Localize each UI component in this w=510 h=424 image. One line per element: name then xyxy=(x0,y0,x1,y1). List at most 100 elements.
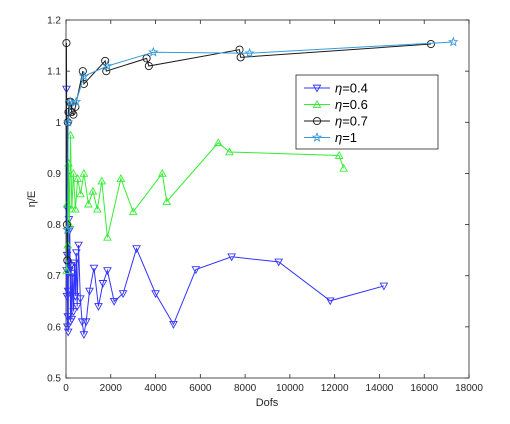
data-point xyxy=(116,174,126,182)
data-point xyxy=(109,297,119,306)
data-point xyxy=(448,36,459,47)
x-tick-label: 10000 xyxy=(276,383,304,394)
data-point xyxy=(325,297,335,306)
data-point xyxy=(169,320,178,329)
data-point xyxy=(162,197,172,205)
data-point xyxy=(69,110,78,119)
data-point xyxy=(132,245,141,254)
data-point xyxy=(102,60,113,71)
data-point xyxy=(92,204,102,213)
data-point xyxy=(76,189,85,198)
data-point xyxy=(191,266,201,275)
legend-label: η=0.7 xyxy=(335,114,368,129)
series-1 xyxy=(62,130,348,274)
y-tick-label: 1.2 xyxy=(47,16,61,27)
data-point xyxy=(379,282,389,291)
legend-marker xyxy=(312,84,322,93)
axes: 0 2000 4000 6000 8000 10000 12000 14000 16000 180… xyxy=(47,16,483,395)
data-point xyxy=(98,280,108,288)
legend-marker xyxy=(311,132,323,142)
legend-label-value: =0.6 xyxy=(342,97,368,112)
data-point xyxy=(148,46,159,57)
data-point xyxy=(102,67,111,76)
data-point xyxy=(70,259,79,268)
data-point xyxy=(62,323,72,332)
x-tick-label: 18000 xyxy=(455,383,483,394)
data-point xyxy=(88,186,98,195)
data-point xyxy=(103,232,112,241)
legend-label: η=0.6 xyxy=(335,97,368,112)
series-0 xyxy=(62,85,389,340)
data-point xyxy=(426,39,435,49)
legend-label-value: =0.4 xyxy=(342,81,368,96)
data-point xyxy=(63,256,72,265)
data-point xyxy=(73,174,83,182)
data-point xyxy=(334,151,344,159)
data-point xyxy=(66,130,75,139)
data-point xyxy=(227,253,237,262)
data-point xyxy=(63,116,74,127)
data-point xyxy=(69,168,78,177)
legend-item: η=0.4 xyxy=(304,81,368,96)
data-point xyxy=(85,287,94,296)
data-point xyxy=(274,258,284,267)
y-tick-label: 1 xyxy=(55,118,61,129)
data-point xyxy=(118,290,128,299)
data-point xyxy=(151,290,160,299)
data-point xyxy=(71,204,80,213)
data-point xyxy=(244,47,255,58)
data-point xyxy=(63,328,73,337)
data-point xyxy=(62,266,72,274)
y-tick-label: 1.1 xyxy=(47,67,61,78)
legend-marker xyxy=(312,116,322,126)
data-point xyxy=(64,267,74,276)
series-line xyxy=(66,135,345,271)
y-tick-label: 0.9 xyxy=(47,169,61,180)
legend-label-eta: η xyxy=(335,81,342,96)
data-point xyxy=(157,168,167,177)
series-layer xyxy=(62,36,459,340)
data-point xyxy=(64,108,73,117)
y-tick-label: 0.6 xyxy=(47,322,61,333)
legend-marker xyxy=(312,99,322,108)
data-point xyxy=(62,224,73,235)
legend-label-value: =1 xyxy=(342,130,357,145)
legend-label-eta: η xyxy=(335,97,342,112)
y-tick-label: 0.8 xyxy=(47,220,61,231)
x-tick-label: 4000 xyxy=(144,383,167,394)
data-point xyxy=(67,315,77,324)
x-tick-label: 14000 xyxy=(366,383,394,394)
data-point xyxy=(89,264,99,273)
data-point xyxy=(128,207,138,216)
data-point xyxy=(71,249,81,258)
data-point xyxy=(79,331,89,340)
data-point xyxy=(97,176,107,185)
x-tick-label: 6000 xyxy=(189,383,212,394)
legend-label-value: =0.7 xyxy=(342,114,368,129)
data-point xyxy=(68,269,78,278)
data-point xyxy=(79,168,89,177)
plot-frame xyxy=(65,19,470,379)
data-point xyxy=(78,70,90,81)
x-tick-label: 0 xyxy=(63,383,69,394)
y-tick-label: 0.7 xyxy=(47,271,61,282)
data-point xyxy=(144,61,153,71)
data-point xyxy=(81,318,91,327)
legend-item: η=0.6 xyxy=(304,97,368,112)
legend-label: η=1 xyxy=(335,130,357,145)
x-tick-label: 2000 xyxy=(100,383,123,394)
legend-item: η=0.7 xyxy=(304,114,368,129)
data-point xyxy=(74,241,83,250)
data-point xyxy=(63,313,73,322)
legend-label-eta: η xyxy=(335,114,342,129)
data-point xyxy=(213,138,223,147)
y-axis-label: η/E xyxy=(26,191,38,208)
data-point xyxy=(103,267,112,276)
x-tick-label: 16000 xyxy=(410,383,438,394)
legend: η=0.4η=0.6η=0.7η=1 xyxy=(295,74,439,150)
data-point xyxy=(75,295,85,304)
y-tick-label: 0.5 xyxy=(47,374,61,385)
data-point xyxy=(66,262,76,271)
x-tick-label: 8000 xyxy=(234,383,257,394)
